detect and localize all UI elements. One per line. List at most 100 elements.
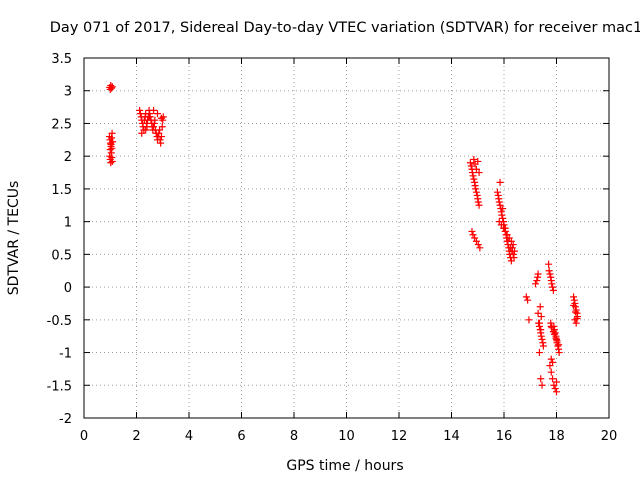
data-point xyxy=(474,198,482,206)
data-point xyxy=(472,185,480,193)
data-point xyxy=(553,378,560,386)
data-point xyxy=(524,296,532,304)
data-point xyxy=(549,358,557,366)
y-tick-label: -2 xyxy=(59,412,72,427)
chart-title: Day 071 of 2017, Sidereal Day-to-day VTE… xyxy=(50,20,640,36)
data-point xyxy=(545,267,553,275)
data-point xyxy=(555,341,563,349)
data-point xyxy=(549,286,557,294)
data-point xyxy=(157,133,165,141)
y-axis-label: SDTVAR / TECUs xyxy=(6,181,22,296)
data-point xyxy=(474,157,482,165)
data-point xyxy=(549,375,557,383)
data-point xyxy=(475,169,483,177)
data-point xyxy=(554,342,562,350)
data-point xyxy=(106,146,114,154)
data-point xyxy=(108,84,116,92)
data-point xyxy=(466,159,474,167)
data-point xyxy=(510,254,518,262)
data-point xyxy=(499,214,507,222)
data-point xyxy=(150,106,158,114)
data-point xyxy=(476,244,484,252)
data-point xyxy=(136,106,144,114)
data-point xyxy=(545,260,553,268)
data-point xyxy=(534,309,542,317)
data-point xyxy=(548,280,556,288)
data-point xyxy=(535,349,543,357)
data-point xyxy=(108,157,116,165)
y-tick-label: -0.5 xyxy=(47,314,72,329)
data-point xyxy=(470,175,478,183)
x-tick-label: 4 xyxy=(185,429,193,444)
y-tick-label: 3.5 xyxy=(51,52,72,67)
data-point xyxy=(537,313,545,321)
data-point xyxy=(470,155,478,163)
data-point xyxy=(507,244,515,252)
x-tick-label: 14 xyxy=(443,429,460,444)
data-point xyxy=(146,113,154,121)
data-point xyxy=(107,140,115,148)
data-point xyxy=(504,237,512,245)
data-point xyxy=(157,139,165,147)
data-point xyxy=(547,322,555,330)
data-point xyxy=(467,162,475,170)
data-point xyxy=(108,129,116,137)
data-point xyxy=(536,303,544,311)
data-point xyxy=(108,144,116,152)
y-tick-label: -1 xyxy=(59,347,72,362)
data-point xyxy=(496,178,504,186)
y-tick-label: 2.5 xyxy=(51,117,72,132)
data-point xyxy=(108,83,116,91)
data-point xyxy=(535,319,543,327)
data-point xyxy=(138,129,146,137)
x-tick-label: 2 xyxy=(132,429,140,444)
y-tick-label: 1.5 xyxy=(51,183,72,198)
ticks: 0 2 4 6 8 10 12 14 16 18 20 -2 -1.5 -1 -0.5 0 0.5 1 1.5 2 2.… xyxy=(47,52,618,444)
data-point xyxy=(547,368,555,376)
data-point xyxy=(550,330,558,338)
y-tick-label: 1 xyxy=(64,216,72,231)
data-point xyxy=(495,198,503,206)
data-point xyxy=(474,241,482,249)
data-point xyxy=(537,375,545,383)
data-point xyxy=(511,247,518,255)
data-point xyxy=(546,270,554,278)
data-point xyxy=(547,355,555,363)
data-point xyxy=(555,349,563,357)
y-tick-label: 3 xyxy=(64,85,72,100)
data-point xyxy=(154,110,161,118)
data-point xyxy=(572,319,580,327)
data-point xyxy=(158,123,166,131)
x-tick-label: 16 xyxy=(496,429,513,444)
data-point xyxy=(573,315,581,323)
data-point xyxy=(570,301,578,309)
data-point xyxy=(537,332,545,340)
x-axis-label: GPS time / hours xyxy=(286,458,403,474)
x-tick-label: 12 xyxy=(391,429,408,444)
data-point xyxy=(570,293,578,301)
data-point xyxy=(549,283,557,291)
data-point xyxy=(493,188,501,196)
data-point xyxy=(553,388,560,396)
data-point xyxy=(499,205,507,213)
data-point xyxy=(551,385,559,393)
data-point xyxy=(107,159,115,167)
data-point xyxy=(538,335,546,343)
data-point xyxy=(532,280,539,288)
x-tick-label: 10 xyxy=(338,429,355,444)
data-point xyxy=(498,211,506,219)
y-tick-label: 2 xyxy=(64,150,72,165)
data-point xyxy=(522,293,530,301)
data-point xyxy=(468,227,476,235)
y-tick-label: -1.5 xyxy=(47,379,72,394)
data-point xyxy=(469,172,477,180)
y-tick-label: 0.5 xyxy=(51,248,72,263)
data-point xyxy=(142,126,150,134)
data-point xyxy=(525,316,533,324)
data-point xyxy=(533,277,541,285)
x-tick-label: 0 xyxy=(80,429,88,444)
data-point xyxy=(157,114,165,122)
data-point xyxy=(509,250,517,258)
